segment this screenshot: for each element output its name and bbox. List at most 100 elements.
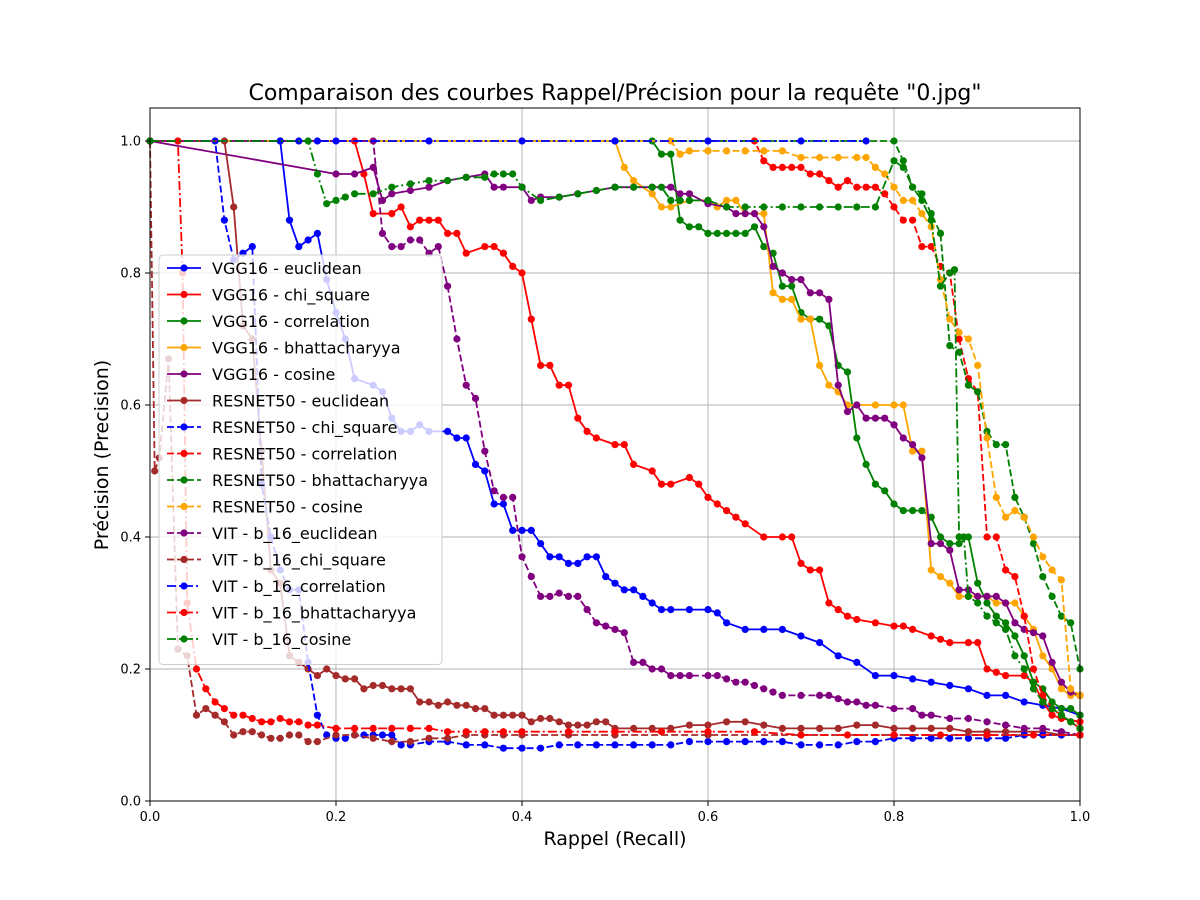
- y-tick-label: 0.8: [120, 267, 141, 282]
- data-point: [555, 381, 563, 389]
- data-point: [1011, 493, 1019, 501]
- data-point: [462, 728, 470, 736]
- data-point: [490, 711, 498, 719]
- data-point: [444, 282, 452, 290]
- data-point: [369, 163, 377, 171]
- data-point: [1057, 685, 1065, 693]
- data-point: [862, 183, 870, 191]
- data-point: [323, 200, 331, 208]
- data-point: [983, 592, 991, 601]
- data-point: [341, 734, 349, 742]
- data-point: [723, 203, 731, 211]
- legend-marker: [180, 529, 188, 537]
- data-point: [685, 223, 694, 231]
- data-point: [1048, 698, 1056, 706]
- data-point: [769, 688, 777, 696]
- data-point: [899, 216, 907, 224]
- data-point: [555, 589, 563, 597]
- data-point: [667, 150, 675, 158]
- data-point: [313, 137, 321, 145]
- data-point: [537, 714, 545, 723]
- data-point: [881, 190, 889, 198]
- series-2: [146, 137, 1084, 719]
- data-point: [564, 381, 573, 389]
- data-point: [332, 196, 340, 204]
- data-point: [946, 546, 954, 554]
- data-point: [267, 718, 275, 726]
- data-point: [1011, 619, 1019, 627]
- data-point: [936, 282, 945, 290]
- data-point: [927, 566, 935, 574]
- data-point: [788, 533, 796, 541]
- data-point: [151, 467, 159, 475]
- data-point: [388, 210, 396, 218]
- data-point: [964, 728, 973, 736]
- data-point: [527, 196, 535, 204]
- data-point: [992, 533, 1000, 541]
- data-point: [630, 586, 638, 594]
- data-point: [797, 315, 805, 323]
- data-point: [434, 216, 442, 224]
- data-point: [537, 592, 545, 601]
- x-tick-label: 0.6: [698, 810, 719, 825]
- data-point: [853, 658, 861, 667]
- data-point: [425, 734, 433, 742]
- data-point: [685, 738, 694, 746]
- legend-marker: [180, 608, 188, 617]
- legend-marker: [180, 582, 188, 590]
- data-point: [583, 721, 591, 729]
- axes: 0.0 0.2 0.4 0.6 0.8 1.0 0.0 0.2 0.4 0.6 0.8 1.0: [120, 107, 1090, 825]
- data-point: [750, 681, 759, 690]
- data-point: [397, 685, 405, 693]
- data-point: [946, 540, 954, 548]
- data-point: [518, 137, 526, 145]
- data-point: [1011, 652, 1019, 660]
- data-point: [313, 721, 321, 729]
- data-point: [853, 153, 861, 162]
- data-point: [667, 672, 675, 680]
- data-point: [285, 216, 294, 224]
- data-point: [890, 731, 898, 739]
- data-point: [369, 190, 377, 198]
- data-point: [750, 210, 759, 218]
- data-point: [732, 210, 740, 218]
- data-point: [778, 295, 787, 303]
- data-point: [723, 675, 731, 683]
- data-point: [890, 705, 898, 713]
- data-point: [843, 368, 852, 376]
- data-point: [871, 183, 880, 191]
- data-point: [1029, 540, 1038, 548]
- data-point: [378, 681, 387, 690]
- data-point: [425, 724, 433, 733]
- data-point: [611, 579, 619, 587]
- data-point: [899, 401, 907, 409]
- data-point: [909, 183, 917, 191]
- data-point: [462, 381, 470, 389]
- data-point: [760, 721, 768, 729]
- data-point: [509, 170, 517, 178]
- data-point: [843, 698, 852, 706]
- data-point: [974, 639, 982, 647]
- data-point: [332, 724, 340, 733]
- data-point: [946, 714, 954, 723]
- series-13: [146, 137, 1084, 739]
- data-point: [778, 533, 787, 541]
- legend-label: VGG16 - euclidean: [212, 259, 362, 278]
- data-point: [685, 147, 694, 155]
- data-point: [685, 721, 694, 729]
- data-point: [853, 721, 861, 729]
- data-point: [341, 675, 349, 683]
- data-point: [304, 137, 312, 145]
- legend-item: VGG16 - bhattacharyya: [167, 339, 401, 358]
- data-point: [518, 711, 526, 719]
- data-point: [499, 170, 507, 178]
- data-point: [899, 157, 907, 165]
- data-point: [760, 625, 768, 634]
- data-point: [434, 243, 442, 251]
- data-point: [788, 295, 796, 303]
- legend-label: VGG16 - cosine: [212, 365, 335, 384]
- data-point: [509, 526, 517, 535]
- data-point: [667, 741, 675, 749]
- data-point: [416, 216, 424, 224]
- data-point: [313, 711, 321, 719]
